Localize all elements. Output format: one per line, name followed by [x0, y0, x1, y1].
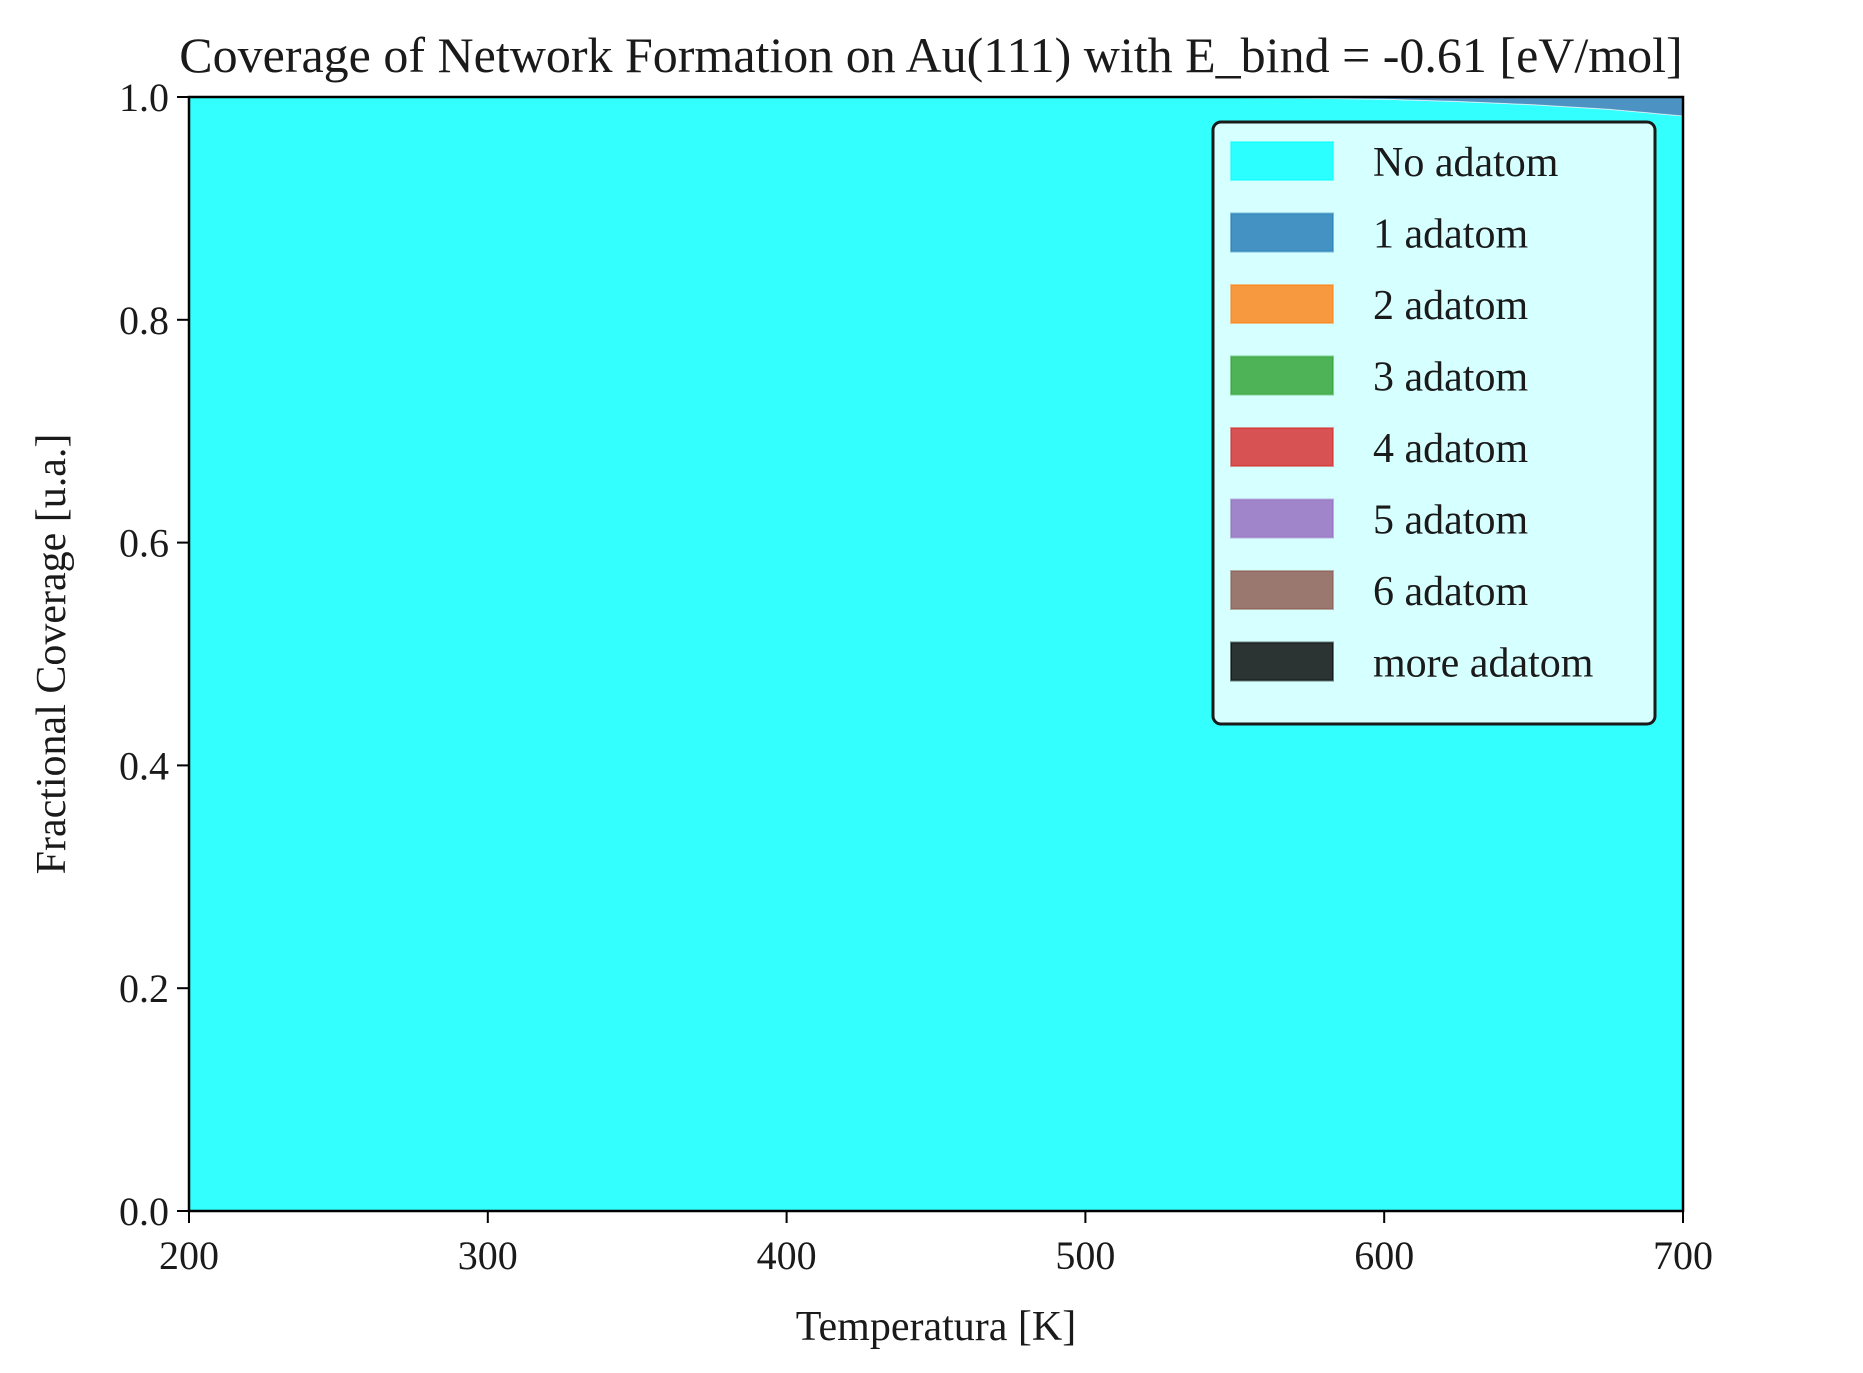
legend: No adatom 1 adatom 2 adatom 3 adatom 4 adato…: [1211, 120, 1657, 726]
y-axis-label: Fractional Coverage [u.a.]: [29, 434, 75, 875]
legend-label: 2 adatom: [1373, 283, 1528, 329]
x-tick-label: 700: [1653, 1233, 1713, 1278]
plot-frame: [187, 95, 1685, 1213]
x-axis-label: Temperatura [K]: [796, 1304, 1076, 1350]
x-axis-ticks: 200 300 400 500 600 700: [159, 1211, 1713, 1278]
legend-label: more adatom: [1373, 641, 1594, 687]
x-tick-label: 400: [757, 1233, 817, 1278]
legend-label: 3 adatom: [1373, 355, 1528, 401]
legend-label: 4 adatom: [1373, 426, 1528, 472]
legend-swatch: [1230, 498, 1334, 539]
x-tick-label: 300: [458, 1233, 518, 1278]
legend-label: 6 adatom: [1373, 569, 1528, 615]
y-tick-label: 0.0: [119, 1189, 169, 1234]
x-tick-label: 200: [159, 1233, 219, 1278]
legend-label: No adatom: [1373, 140, 1559, 186]
chart-title: Coverage of Network Formation on Au(111)…: [179, 27, 1682, 83]
y-tick-label: 0.8: [119, 298, 169, 343]
legend-label: 1 adatom: [1373, 212, 1528, 258]
y-tick-label: 0.4: [119, 743, 169, 788]
legend-swatch: [1230, 641, 1334, 682]
legend-swatch: [1230, 212, 1334, 253]
legend-swatch: [1230, 427, 1334, 467]
y-tick-label: 0.2: [119, 966, 169, 1011]
y-tick-label: 0.6: [119, 521, 169, 566]
legend-swatch: [1230, 570, 1334, 610]
x-tick-label: 600: [1354, 1233, 1414, 1278]
legend-swatch: [1230, 284, 1334, 324]
y-axis-ticks: 0.0 0.2 0.4 0.6 0.8 1.0: [119, 75, 189, 1234]
legend-label: 5 adatom: [1373, 498, 1528, 544]
legend-swatch: [1230, 141, 1334, 181]
x-tick-label: 500: [1055, 1233, 1115, 1278]
legend-swatch: [1230, 355, 1334, 396]
y-tick-label: 1.0: [119, 75, 169, 120]
